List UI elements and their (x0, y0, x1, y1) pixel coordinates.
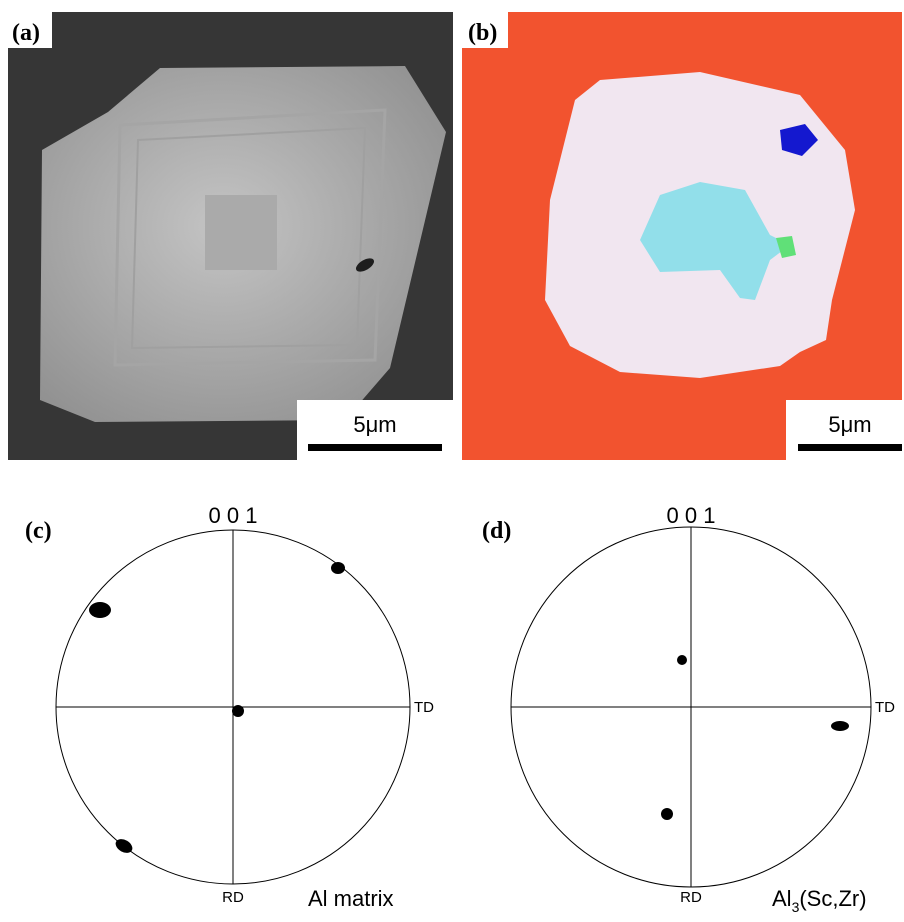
axis-label-right: TD (875, 699, 895, 716)
axis-label-right: TD (414, 699, 434, 716)
axis-label-top: 0 0 1 (209, 503, 258, 528)
scale-text: 5μm (353, 412, 396, 437)
pole-figure-c: (c) 0 0 1 TD RD Al matrix (25, 503, 434, 911)
caption: Al3(Sc,Zr) (772, 886, 867, 915)
caption-text: Al matrix (308, 886, 394, 911)
caption-text: (Sc,Zr) (799, 886, 866, 911)
caption-subscript: 3 (792, 899, 800, 915)
axis-label-bottom: RD (680, 889, 702, 906)
panel-b: (b) 5μm (462, 12, 902, 460)
core (205, 195, 277, 270)
scale-bar (308, 444, 442, 451)
caption-text: Al (772, 886, 792, 911)
scale-bar (798, 444, 902, 451)
panel-label: (d) (482, 518, 511, 544)
panel-label: (c) (25, 518, 52, 544)
pole-figure-d: (d) 0 0 1 TD RD Al3(Sc,Zr) (482, 503, 895, 915)
figure: (a) 5μm (b) 5μm (c) 0 0 1 TD RD Al matri… (0, 0, 904, 922)
scale-text: 5μm (828, 412, 871, 437)
pole-points (661, 655, 849, 820)
panel-label: (b) (468, 20, 497, 46)
caption: Al matrix (308, 886, 394, 911)
pole-points (89, 562, 345, 856)
axis-label-top: 0 0 1 (667, 503, 716, 528)
panel-label: (a) (12, 20, 40, 46)
panel-a: (a) 5μm (8, 12, 453, 460)
axis-label-bottom: RD (222, 889, 244, 906)
